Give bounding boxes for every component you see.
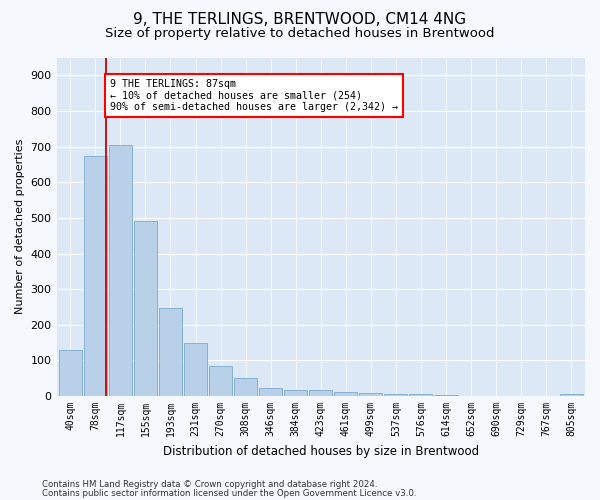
X-axis label: Distribution of detached houses by size in Brentwood: Distribution of detached houses by size …: [163, 444, 479, 458]
Bar: [409, 394, 433, 396]
Text: 9 THE TERLINGS: 87sqm
← 10% of detached houses are smaller (254)
90% of semi-det: 9 THE TERLINGS: 87sqm ← 10% of detached …: [110, 79, 398, 112]
Text: 9, THE TERLINGS, BRENTWOOD, CM14 4NG: 9, THE TERLINGS, BRENTWOOD, CM14 4NG: [133, 12, 467, 28]
Bar: [259, 388, 282, 396]
Bar: [334, 392, 358, 396]
Text: Contains public sector information licensed under the Open Government Licence v3: Contains public sector information licen…: [42, 488, 416, 498]
Bar: [284, 390, 307, 396]
Bar: [209, 366, 232, 396]
Text: Size of property relative to detached houses in Brentwood: Size of property relative to detached ho…: [105, 28, 495, 40]
Bar: [309, 390, 332, 396]
Bar: [385, 394, 407, 396]
Bar: [134, 222, 157, 396]
Bar: [234, 378, 257, 396]
Bar: [159, 308, 182, 396]
Bar: [109, 145, 132, 396]
Bar: [184, 344, 207, 396]
Y-axis label: Number of detached properties: Number of detached properties: [15, 139, 25, 314]
Bar: [59, 350, 82, 396]
Text: Contains HM Land Registry data © Crown copyright and database right 2024.: Contains HM Land Registry data © Crown c…: [42, 480, 377, 489]
Bar: [84, 156, 107, 396]
Bar: [359, 393, 382, 396]
Bar: [560, 394, 583, 396]
